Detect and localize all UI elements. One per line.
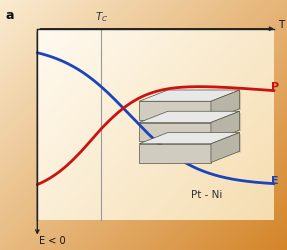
Polygon shape [139,122,211,141]
Polygon shape [211,111,240,141]
Text: T °C: T °C [278,20,287,30]
Polygon shape [139,90,240,101]
Polygon shape [139,132,240,144]
Polygon shape [141,112,241,142]
Text: Pt - Ni: Pt - Ni [191,190,222,200]
Polygon shape [141,91,241,121]
Polygon shape [211,132,240,162]
Text: $T_C$: $T_C$ [94,10,108,24]
Polygon shape [211,90,240,120]
Text: P: P [271,82,279,92]
Polygon shape [139,101,211,120]
Polygon shape [139,111,240,122]
Polygon shape [141,134,241,164]
Text: E: E [271,176,279,186]
Polygon shape [139,144,211,163]
Text: E < 0: E < 0 [39,236,65,246]
Text: a: a [6,9,14,22]
